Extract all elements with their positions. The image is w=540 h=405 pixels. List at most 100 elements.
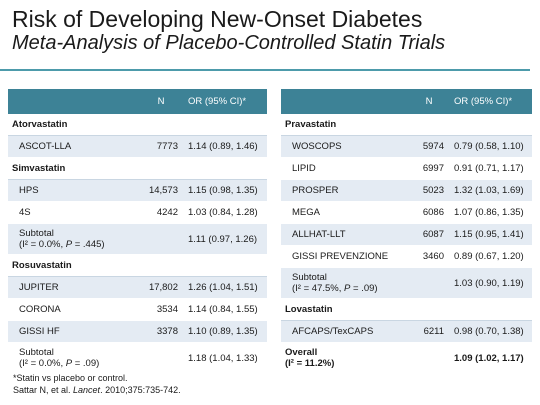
trial-or: 1.14 (0.84, 1.55) (182, 298, 267, 321)
slide-subtitle: Meta-Analysis of Placebo-Controlled Stat… (12, 32, 446, 54)
table-row: PROSPER 5023 1.32 (1.03, 1.69) (281, 179, 532, 202)
trial-name: PROSPER (281, 179, 410, 202)
trial-name: ASCOT-LLA (8, 135, 140, 158)
table-row: CORONA 3534 1.14 (0.84, 1.55) (8, 298, 267, 321)
subtotal-heterogeneity: (I² = 0.0%, P = .445) (19, 239, 105, 250)
table-row: ASCOT-LLA 7773 1.14 (0.89, 1.46) (8, 135, 267, 158)
trial-n: 3378 (140, 320, 182, 343)
trial-name: JUPITER (8, 276, 140, 299)
table-header-row: N OR (95% CI)* (8, 89, 267, 114)
overall-label: Overall (I² = 11.2%) (281, 342, 410, 374)
trial-n: 6086 (410, 201, 448, 224)
header-or: OR (95% CI)* (182, 89, 267, 114)
drug-group-label: Pravastatin (281, 114, 532, 136)
drug-group-label: Atorvastatin (8, 114, 267, 136)
drug-group-row: Simvastatin (8, 157, 267, 180)
trial-or: 1.03 (0.84, 1.28) (182, 201, 267, 224)
overall-or: 1.09 (1.02, 1.17) (448, 342, 532, 374)
overall-row: Overall (I² = 11.2%) 1.09 (1.02, 1.17) (281, 342, 532, 374)
header-n: N (410, 89, 448, 114)
header-study (281, 89, 410, 114)
trial-or: 0.98 (0.70, 1.38) (448, 320, 532, 343)
citation-journal: Lancet (73, 385, 101, 395)
table-row: ALLHAT-LLT 6087 1.15 (0.95, 1.41) (281, 223, 532, 246)
table-row: GISSI HF 3378 1.10 (0.89, 1.35) (8, 320, 267, 343)
trial-or: 1.15 (0.95, 1.41) (448, 223, 532, 246)
trial-n: 14,573 (140, 179, 182, 202)
table-row: JUPITER 17,802 1.26 (1.04, 1.51) (8, 276, 267, 299)
trial-or: 1.07 (0.86, 1.35) (448, 201, 532, 224)
overall-heterogeneity: (I² = 11.2%) (285, 358, 335, 369)
subtotal-n (410, 267, 448, 299)
table-row: 4S 4242 1.03 (0.84, 1.28) (8, 201, 267, 224)
footnote-statin: *Statin vs placebo or control. (13, 373, 128, 383)
table-row: LIPID 6997 0.91 (0.71, 1.17) (281, 157, 532, 180)
subtotal-label: Subtotal (I² = 47.5%, P = .09) (281, 267, 410, 299)
subtotal-n (140, 223, 182, 255)
trial-n: 6997 (410, 157, 448, 180)
trial-n: 6211 (410, 320, 448, 343)
trial-or: 1.10 (0.89, 1.35) (182, 320, 267, 343)
table-row: MEGA 6086 1.07 (0.86, 1.35) (281, 201, 532, 224)
trial-or: 0.91 (0.71, 1.17) (448, 157, 532, 180)
subtotal-or: 1.11 (0.97, 1.26) (182, 223, 267, 255)
drug-group-label: Rosuvastatin (8, 254, 267, 277)
drug-group-row: Atorvastatin (8, 114, 267, 136)
drug-group-label: Simvastatin (8, 157, 267, 180)
subtotal-heterogeneity: (I² = 47.5%, P = .09) (292, 283, 378, 294)
trial-n: 5023 (410, 179, 448, 202)
trial-n: 7773 (140, 135, 182, 158)
trial-or: 0.89 (0.67, 1.20) (448, 245, 532, 268)
trial-or: 1.14 (0.89, 1.46) (182, 135, 267, 158)
trial-name: CORONA (8, 298, 140, 321)
trial-or: 1.32 (1.03, 1.69) (448, 179, 532, 202)
subtotal-title: Subtotal (292, 272, 327, 283)
subtotal-row: Subtotal (I² = 0.0%, P = .445) 1.11 (0.97,… (8, 223, 267, 255)
trial-n: 3460 (410, 245, 448, 268)
trial-n: 17,802 (140, 276, 182, 299)
trial-name: LIPID (281, 157, 410, 180)
drug-group-row: Rosuvastatin (8, 254, 267, 277)
table-row: AFCAPS/TexCAPS 6211 0.98 (0.70, 1.38) (281, 320, 532, 343)
trial-or: 1.15 (0.98, 1.35) (182, 179, 267, 202)
trial-name: HPS (8, 179, 140, 202)
subtotal-or: 1.18 (1.04, 1.33) (182, 342, 267, 374)
trial-name: WOSCOPS (281, 135, 410, 158)
subtotal-title: Subtotal (19, 228, 54, 239)
subtotal-heterogeneity: (I² = 0.0%, P = .09) (19, 358, 100, 369)
left-results-table: N OR (95% CI)* Atorvastatin ASCOT-LLA 7773… (8, 89, 267, 374)
right-results-table: N OR (95% CI)* Pravastatin WOSCOPS 5974 0.7… (281, 89, 532, 374)
trial-or: 0.79 (0.58, 1.10) (448, 135, 532, 158)
subtotal-label: Subtotal (I² = 0.0%, P = .09) (8, 342, 140, 374)
footnote: *Statin vs placebo or control. Sattar N,… (13, 372, 181, 396)
subtotal-or: 1.03 (0.90, 1.19) (448, 267, 532, 299)
overall-title: Overall (285, 347, 318, 358)
overall-n (410, 342, 448, 374)
drug-group-label: Lovastatin (281, 298, 532, 321)
subtotal-title: Subtotal (19, 347, 54, 358)
trial-n: 6087 (410, 223, 448, 246)
footnote-citation: Sattar N, et al. Lancet. 2010;375:735-74… (13, 384, 181, 396)
trial-name: ALLHAT-LLT (281, 223, 410, 246)
citation-authors: Sattar N, et al. (13, 385, 74, 395)
trial-or: 1.26 (1.04, 1.51) (182, 276, 267, 299)
subtotal-label: Subtotal (I² = 0.0%, P = .445) (8, 223, 140, 255)
header-study (8, 89, 140, 114)
table-row: WOSCOPS 5974 0.79 (0.58, 1.10) (281, 135, 532, 158)
trial-name: GISSI PREVENZIONE (281, 245, 410, 268)
trial-name: 4S (8, 201, 140, 224)
header-or: OR (95% CI)* (448, 89, 532, 114)
trial-name: GISSI HF (8, 320, 140, 343)
subtotal-row: Subtotal (I² = 0.0%, P = .09) 1.18 (1.04, … (8, 342, 267, 374)
title-divider (0, 69, 530, 71)
header-n: N (140, 89, 182, 114)
table-row: HPS 14,573 1.15 (0.98, 1.35) (8, 179, 267, 202)
subtotal-row: Subtotal (I² = 47.5%, P = .09) 1.03 (0.90,… (281, 267, 532, 299)
trial-n: 4242 (140, 201, 182, 224)
subtotal-n (140, 342, 182, 374)
citation-details: . 2010;375:735-742. (100, 385, 181, 395)
trial-name: MEGA (281, 201, 410, 224)
trial-name: AFCAPS/TexCAPS (281, 320, 410, 343)
trial-n: 5974 (410, 135, 448, 158)
table-row: GISSI PREVENZIONE 3460 0.89 (0.67, 1.20) (281, 245, 532, 268)
